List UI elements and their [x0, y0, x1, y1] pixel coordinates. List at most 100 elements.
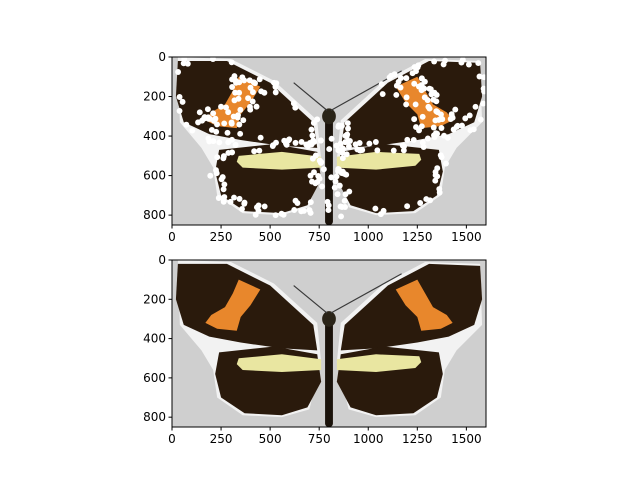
- x-tick-label: 500: [259, 230, 282, 244]
- landmark-point: [231, 73, 238, 80]
- landmark-point: [411, 80, 418, 87]
- landmark-point: [256, 147, 263, 154]
- landmark-point: [335, 123, 342, 130]
- y-tick-label: 600: [143, 169, 166, 183]
- landmark-point: [253, 204, 260, 211]
- landmark-point: [419, 113, 426, 120]
- bottom-axes-frame: [171, 259, 487, 428]
- landmark-point: [426, 105, 433, 112]
- landmark-point: [286, 136, 293, 143]
- y-tick-label: 200: [143, 292, 166, 306]
- landmark-point: [380, 207, 387, 214]
- landmark-point: [462, 115, 469, 122]
- landmark-point: [294, 200, 301, 207]
- landmark-point: [404, 136, 411, 143]
- top-axes-ticks: 0 250 500 750 1000 1250 1500 0 200 400 600 800: [143, 50, 482, 244]
- landmark-point: [403, 94, 410, 101]
- landmark-point: [213, 170, 220, 177]
- landmark-point: [228, 120, 235, 127]
- landmark-point: [225, 149, 232, 156]
- landmark-point: [411, 64, 418, 71]
- landmark-point: [418, 82, 425, 89]
- landmark-point: [189, 127, 196, 134]
- landmark-point: [424, 135, 431, 142]
- landmark-point: [307, 199, 314, 206]
- landmark-point: [319, 183, 325, 190]
- bottom-axes-ticks: 0 250 500 750 1000 1250 1500 0 200 400 600 800: [143, 253, 482, 446]
- landmark-point: [344, 120, 351, 127]
- landmark-point: [246, 77, 253, 84]
- landmark-point: [467, 127, 474, 134]
- landmark-point: [476, 73, 483, 80]
- landmark-point: [214, 121, 220, 128]
- landmark-point: [480, 100, 486, 107]
- landmark-point: [434, 165, 441, 172]
- landmark-point: [343, 133, 350, 140]
- landmark-point: [450, 126, 457, 133]
- landmark-point: [309, 132, 316, 139]
- landmark-point: [240, 117, 247, 124]
- landmark-point: [237, 130, 244, 137]
- landmark-point: [317, 137, 324, 144]
- landmark-point: [334, 191, 341, 198]
- landmark-point: [337, 140, 344, 147]
- landmark-point: [235, 112, 241, 119]
- landmark-point: [312, 152, 319, 159]
- x-tick-label: 0: [168, 432, 176, 446]
- landmark-point: [236, 79, 243, 86]
- landmark-point: [409, 70, 416, 77]
- landmark-point: [210, 57, 216, 62]
- landmark-point: [418, 75, 425, 82]
- landmark-point: [220, 186, 227, 193]
- landmark-point: [390, 147, 397, 154]
- landmark-point: [374, 147, 381, 154]
- y-tick-label: 800: [143, 208, 166, 222]
- landmark-point: [249, 98, 256, 105]
- landmark-point: [372, 139, 379, 145]
- landmark-point: [308, 126, 315, 133]
- y-tick-label: 0: [158, 253, 166, 267]
- landmark-point: [438, 111, 444, 118]
- landmark-point: [431, 132, 437, 139]
- landmark-point: [366, 140, 373, 147]
- landmark-point: [239, 74, 246, 81]
- landmark-point: [413, 124, 419, 131]
- landmark-point: [417, 200, 424, 206]
- landmark-point: [452, 106, 459, 113]
- landmark-point: [341, 197, 348, 204]
- landmark-point: [253, 103, 260, 110]
- x-tick-label: 1000: [353, 230, 384, 244]
- landmark-point: [421, 94, 428, 101]
- landmark-point: [312, 180, 319, 187]
- landmark-point: [258, 88, 265, 95]
- landmark-point: [443, 160, 449, 167]
- landmark-point: [472, 103, 479, 110]
- landmark-point: [269, 143, 276, 150]
- landmark-point: [433, 108, 440, 115]
- landmark-point: [352, 141, 359, 148]
- landmark-point: [221, 120, 228, 127]
- landmark-point: [459, 122, 465, 129]
- landmark-point: [378, 81, 385, 88]
- landmark-point: [326, 146, 333, 153]
- landmark-point: [346, 138, 353, 144]
- landmark-point: [176, 107, 183, 114]
- landmark-point: [401, 143, 407, 150]
- landmark-point: [206, 138, 213, 145]
- landmark-point: [184, 60, 191, 67]
- landmark-point: [196, 109, 203, 116]
- landmark-point: [442, 57, 449, 64]
- bottom-axes: 0 250 500 750 1000 1250 1500 0 200 400 600 800: [143, 253, 487, 446]
- landmark-point: [433, 98, 440, 105]
- landmark-point: [448, 111, 455, 118]
- landmark-point: [273, 80, 280, 87]
- landmark-point: [345, 143, 352, 150]
- x-tick-label: 1500: [451, 432, 482, 446]
- landmark-point: [236, 121, 243, 128]
- x-tick-label: 500: [259, 432, 282, 446]
- landmark-point: [220, 198, 227, 205]
- landmark-point: [339, 168, 346, 175]
- landmark-point: [303, 141, 310, 148]
- landmark-point: [179, 98, 186, 105]
- landmark-point: [310, 137, 317, 144]
